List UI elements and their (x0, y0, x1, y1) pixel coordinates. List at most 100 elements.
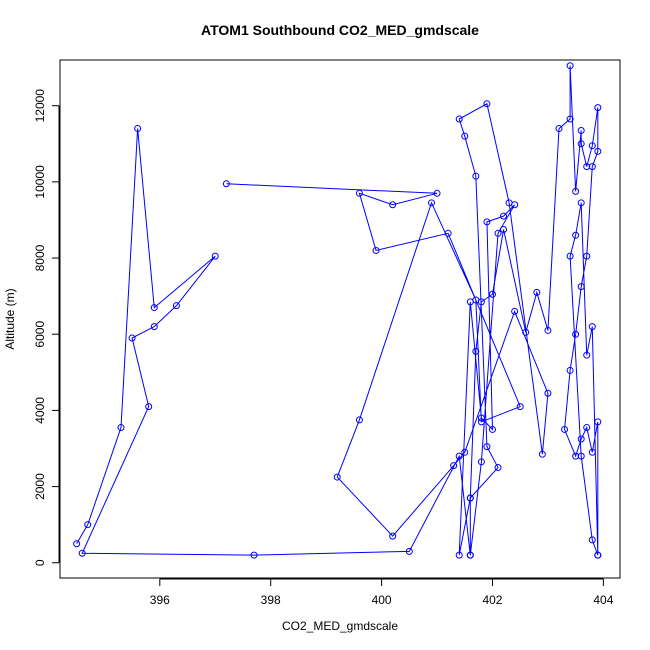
data-point (477, 414, 485, 422)
x-tick-label: 404 (593, 593, 613, 607)
series-1 (73, 62, 602, 559)
y-tick-label: 2000 (33, 473, 47, 500)
data-point (117, 424, 125, 432)
chart-title: ATOM1 Southbound CO2_MED_gmdscale (201, 22, 479, 38)
y-tick-label: 8000 (33, 244, 47, 271)
plot-frame (59, 59, 621, 579)
data-point (583, 252, 591, 260)
data-point (389, 532, 397, 540)
data-point (488, 290, 496, 298)
data-point (355, 416, 363, 424)
data-point (250, 551, 258, 559)
series-line (76, 65, 599, 556)
x-tick-label: 396 (150, 593, 170, 607)
data-point (572, 330, 580, 338)
data-point (594, 418, 602, 426)
data-point (389, 201, 397, 209)
data-point (134, 125, 142, 133)
data-point (427, 199, 435, 207)
data-point (455, 115, 463, 123)
data-point (588, 536, 596, 544)
data-point (405, 547, 413, 555)
data-point (128, 334, 136, 342)
data-point (172, 302, 180, 310)
data-point (577, 126, 585, 134)
data-point (594, 147, 602, 155)
data-point (466, 298, 474, 306)
data-point (333, 473, 341, 481)
x-tick-label: 400 (372, 593, 392, 607)
data-point (566, 115, 574, 123)
data-point (511, 201, 519, 209)
data-point (477, 418, 485, 426)
data-point (572, 231, 580, 239)
data-point (577, 452, 585, 460)
x-tick-label: 398 (261, 593, 281, 607)
y-axis: 0 2000 4000 6000 8000 10000 12000 (33, 89, 60, 566)
data-point (84, 521, 92, 529)
data-point (211, 252, 219, 260)
y-tick-label: 12000 (33, 89, 47, 123)
data-point (73, 540, 81, 548)
data-point (577, 435, 585, 443)
data-point (455, 551, 463, 559)
data-point (538, 450, 546, 458)
data-point (444, 229, 452, 237)
data-point (577, 283, 585, 291)
data-point (583, 424, 591, 432)
data-point (472, 347, 480, 355)
data-point (150, 323, 158, 331)
data-point (78, 549, 86, 557)
y-tick-label: 0 (33, 559, 47, 566)
data-point (472, 172, 480, 180)
data-point (222, 180, 230, 188)
data-point (150, 304, 158, 312)
data-point (494, 229, 502, 237)
x-tick-label: 402 (482, 593, 502, 607)
series-line (226, 103, 549, 556)
series-2 (222, 100, 552, 559)
y-axis-label: Altitude (m) (3, 288, 17, 349)
data-point (461, 448, 469, 456)
data-point (561, 425, 569, 433)
data-point (477, 458, 485, 466)
data-point (433, 189, 441, 197)
data-point (450, 462, 458, 470)
data-series (73, 62, 602, 559)
data-point (511, 307, 519, 315)
data-point (533, 288, 541, 296)
data-point (483, 100, 491, 108)
y-tick-label: 6000 (33, 321, 47, 348)
data-point (355, 189, 363, 197)
data-point (466, 494, 474, 502)
data-point (500, 212, 508, 220)
data-point (577, 199, 585, 207)
data-point (544, 326, 552, 334)
data-point (483, 218, 491, 226)
data-point (583, 351, 591, 359)
data-point (588, 163, 596, 171)
data-point (494, 464, 502, 472)
data-point (516, 403, 524, 411)
data-point (588, 323, 596, 331)
data-point (566, 252, 574, 260)
y-tick-label: 4000 (33, 397, 47, 424)
data-point (572, 187, 580, 195)
data-point (145, 403, 153, 411)
x-axis: 396 398 400 402 404 (150, 578, 614, 607)
data-point (483, 443, 491, 451)
data-point (544, 389, 552, 397)
data-point (594, 104, 602, 112)
x-axis-label: CO2_MED_gmdscale (282, 619, 398, 633)
data-point (566, 366, 574, 374)
data-point (577, 140, 585, 148)
data-point (372, 246, 380, 254)
data-point (488, 425, 496, 433)
data-point (555, 125, 563, 133)
data-point (566, 62, 574, 70)
data-point (588, 142, 596, 150)
data-point (466, 551, 474, 559)
y-tick-label: 10000 (33, 165, 47, 199)
data-point (594, 551, 602, 559)
